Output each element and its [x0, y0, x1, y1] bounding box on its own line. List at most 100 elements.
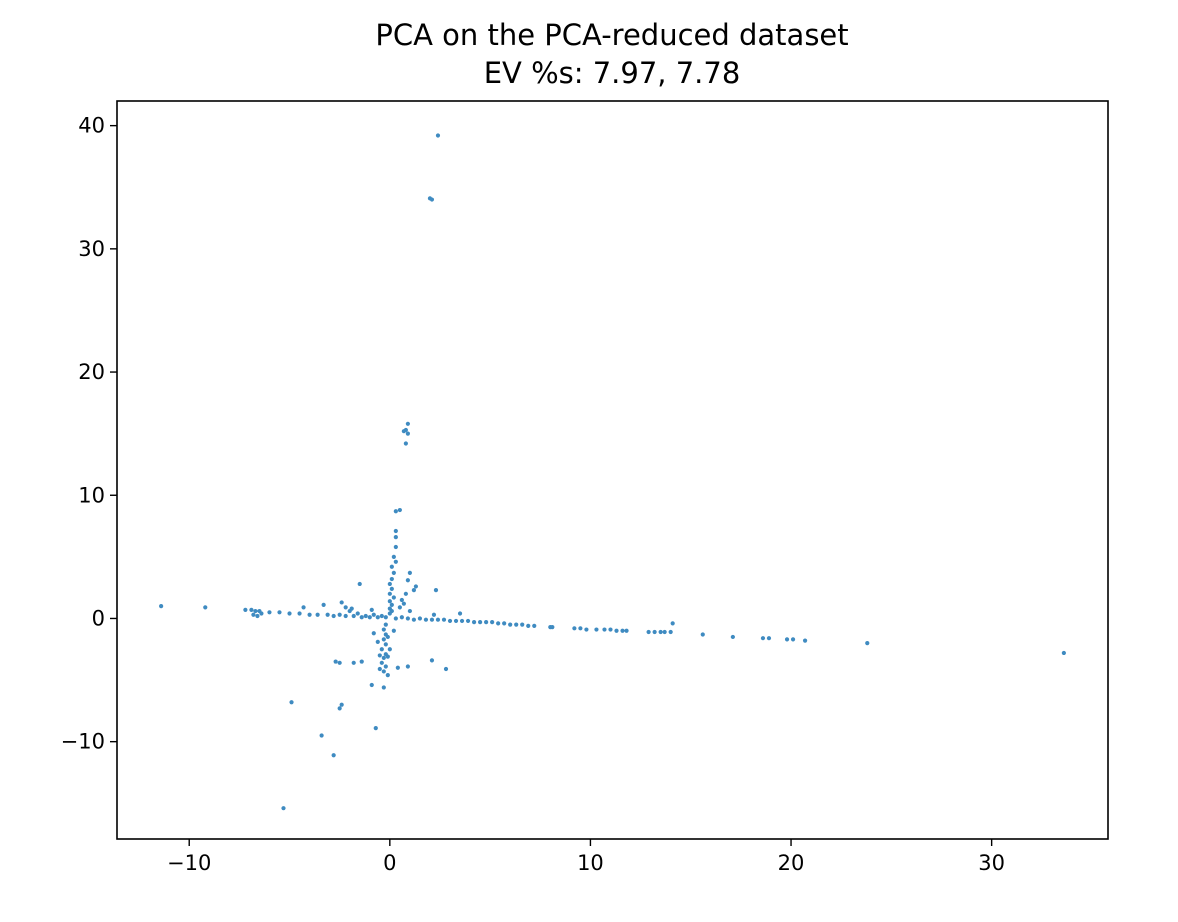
data-point — [429, 658, 435, 663]
data-point — [297, 611, 302, 616]
data-point — [407, 608, 412, 614]
data-point — [405, 431, 410, 436]
y-tick-label: −10 — [61, 730, 105, 754]
y-tick-label: 10 — [78, 483, 105, 507]
data-point — [397, 507, 402, 513]
data-point — [391, 554, 396, 559]
data-point — [393, 528, 398, 534]
data-point — [457, 611, 463, 616]
data-point — [387, 611, 392, 616]
data-point — [417, 616, 423, 621]
data-point — [389, 576, 394, 582]
data-point — [520, 622, 525, 627]
data-point — [337, 706, 342, 711]
y-tick-label: 0 — [92, 606, 105, 630]
data-point — [435, 617, 441, 622]
x-axis-ticks: −10 0 10 20 30 — [167, 839, 1005, 875]
data-point — [333, 659, 338, 664]
data-point — [383, 664, 388, 669]
data-point — [662, 629, 667, 635]
data-point — [387, 581, 392, 587]
data-point — [407, 570, 412, 575]
plot-frame — [116, 100, 1109, 840]
data-point — [377, 653, 382, 658]
data-point — [369, 682, 374, 688]
data-point — [1061, 650, 1066, 656]
data-point — [321, 602, 326, 608]
data-point — [443, 666, 449, 672]
data-point — [339, 702, 344, 707]
data-point — [594, 627, 599, 632]
data-point — [393, 535, 398, 540]
data-point — [670, 621, 675, 626]
data-point — [646, 629, 651, 635]
data-point — [159, 604, 164, 609]
data-point — [614, 628, 619, 633]
data-point — [389, 586, 394, 591]
data-point — [413, 584, 418, 589]
x-tick-label: 10 — [577, 851, 604, 875]
data-point — [343, 605, 348, 610]
data-point — [377, 666, 382, 672]
data-point — [766, 636, 772, 641]
data-point — [730, 634, 735, 640]
data-point — [281, 806, 286, 811]
data-point — [478, 620, 483, 625]
data-point — [459, 618, 465, 624]
data-point — [359, 659, 364, 664]
data-point — [453, 618, 459, 624]
data-point — [389, 564, 394, 569]
data-point — [790, 637, 796, 642]
y-tick-label: 40 — [78, 114, 105, 138]
data-point — [490, 620, 495, 625]
data-point — [387, 599, 392, 604]
data-point — [465, 618, 471, 624]
data-point — [411, 617, 416, 622]
data-point — [367, 615, 372, 620]
data-points — [159, 133, 1066, 811]
data-point — [259, 611, 264, 616]
data-point — [401, 429, 406, 434]
chart-title: PCA on the PCA-reduced dataset — [375, 18, 848, 52]
data-point — [865, 641, 870, 646]
data-point — [379, 660, 384, 665]
data-point — [351, 613, 356, 619]
data-point — [496, 621, 501, 626]
data-point — [379, 613, 384, 619]
data-point — [381, 655, 386, 660]
data-point — [385, 654, 390, 659]
data-point — [532, 623, 537, 628]
data-point — [375, 615, 380, 620]
y-tick-label: 30 — [78, 237, 105, 261]
data-point — [608, 627, 613, 632]
x-tick-label: 0 — [383, 851, 396, 875]
data-point — [373, 726, 378, 731]
data-point — [393, 616, 398, 621]
data-point — [572, 626, 577, 631]
data-point — [355, 611, 360, 616]
data-point — [331, 613, 336, 619]
data-point — [289, 700, 294, 705]
data-point — [441, 617, 447, 622]
data-point — [383, 615, 388, 620]
data-point — [760, 636, 766, 641]
data-point — [387, 647, 392, 652]
data-point — [277, 610, 282, 615]
data-point — [399, 597, 404, 603]
data-point — [471, 620, 477, 625]
data-point — [411, 588, 416, 593]
data-point — [508, 622, 513, 627]
data-point — [357, 581, 362, 587]
y-axis-ticks: −10 0 10 20 30 40 — [61, 114, 117, 754]
data-point — [578, 626, 583, 631]
data-point — [337, 612, 342, 617]
data-point — [405, 616, 410, 621]
data-point — [429, 197, 435, 202]
data-point — [287, 611, 292, 616]
data-point — [395, 665, 400, 670]
x-tick-label: −10 — [167, 851, 211, 875]
data-point — [652, 629, 657, 635]
data-point — [249, 607, 254, 612]
data-point — [359, 615, 364, 620]
